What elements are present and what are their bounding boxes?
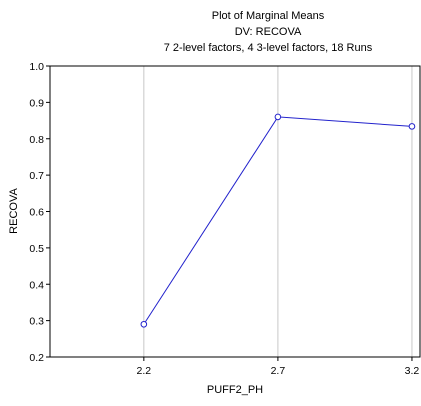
y-tick-label-6: 0.8: [29, 134, 44, 146]
y-tick-label-2: 0.4: [29, 279, 44, 291]
x-tick-label-0: 2.2: [137, 365, 152, 377]
y-axis: 0.2 0.3 0.4 0.5 0.6 0.7 0.8 0.9 1.0: [29, 61, 50, 364]
y-tick-label-3: 0.5: [29, 243, 44, 255]
y-tick-label-0: 0.2: [29, 352, 44, 364]
x-axis-label: PUFF2_PH: [207, 384, 263, 396]
data-point-0-0: [140, 320, 148, 328]
y-tick-label-1: 0.3: [29, 316, 44, 328]
y-tick-label-8: 1.0: [29, 61, 44, 73]
x-axis: 2.2 2.7 3.2: [137, 357, 420, 377]
x-tick-label-1: 2.7: [271, 365, 286, 377]
chart-title-line: Plot of Marginal Means: [212, 10, 325, 22]
chart-subtitle-dv: DV: RECOVA: [235, 26, 302, 38]
plot-frame: [49, 65, 421, 358]
series-group: [140, 113, 416, 328]
y-axis-label: RECOVA: [8, 188, 20, 234]
chart-subtitle-design: 7 2-level factors, 4 3-level factors, 18…: [164, 42, 373, 54]
grid-lines: [143, 66, 413, 357]
data-point-0-2: [408, 123, 416, 130]
x-tick-label-2: 3.2: [405, 365, 420, 377]
y-tick-label-7: 0.9: [29, 97, 44, 109]
data-point-0-1: [274, 113, 282, 121]
chart-title: Plot of Marginal Means DV: RECOVA 7 2-le…: [164, 10, 373, 54]
y-tick-label-5: 0.7: [29, 170, 44, 182]
y-tick-label-4: 0.6: [29, 207, 44, 219]
